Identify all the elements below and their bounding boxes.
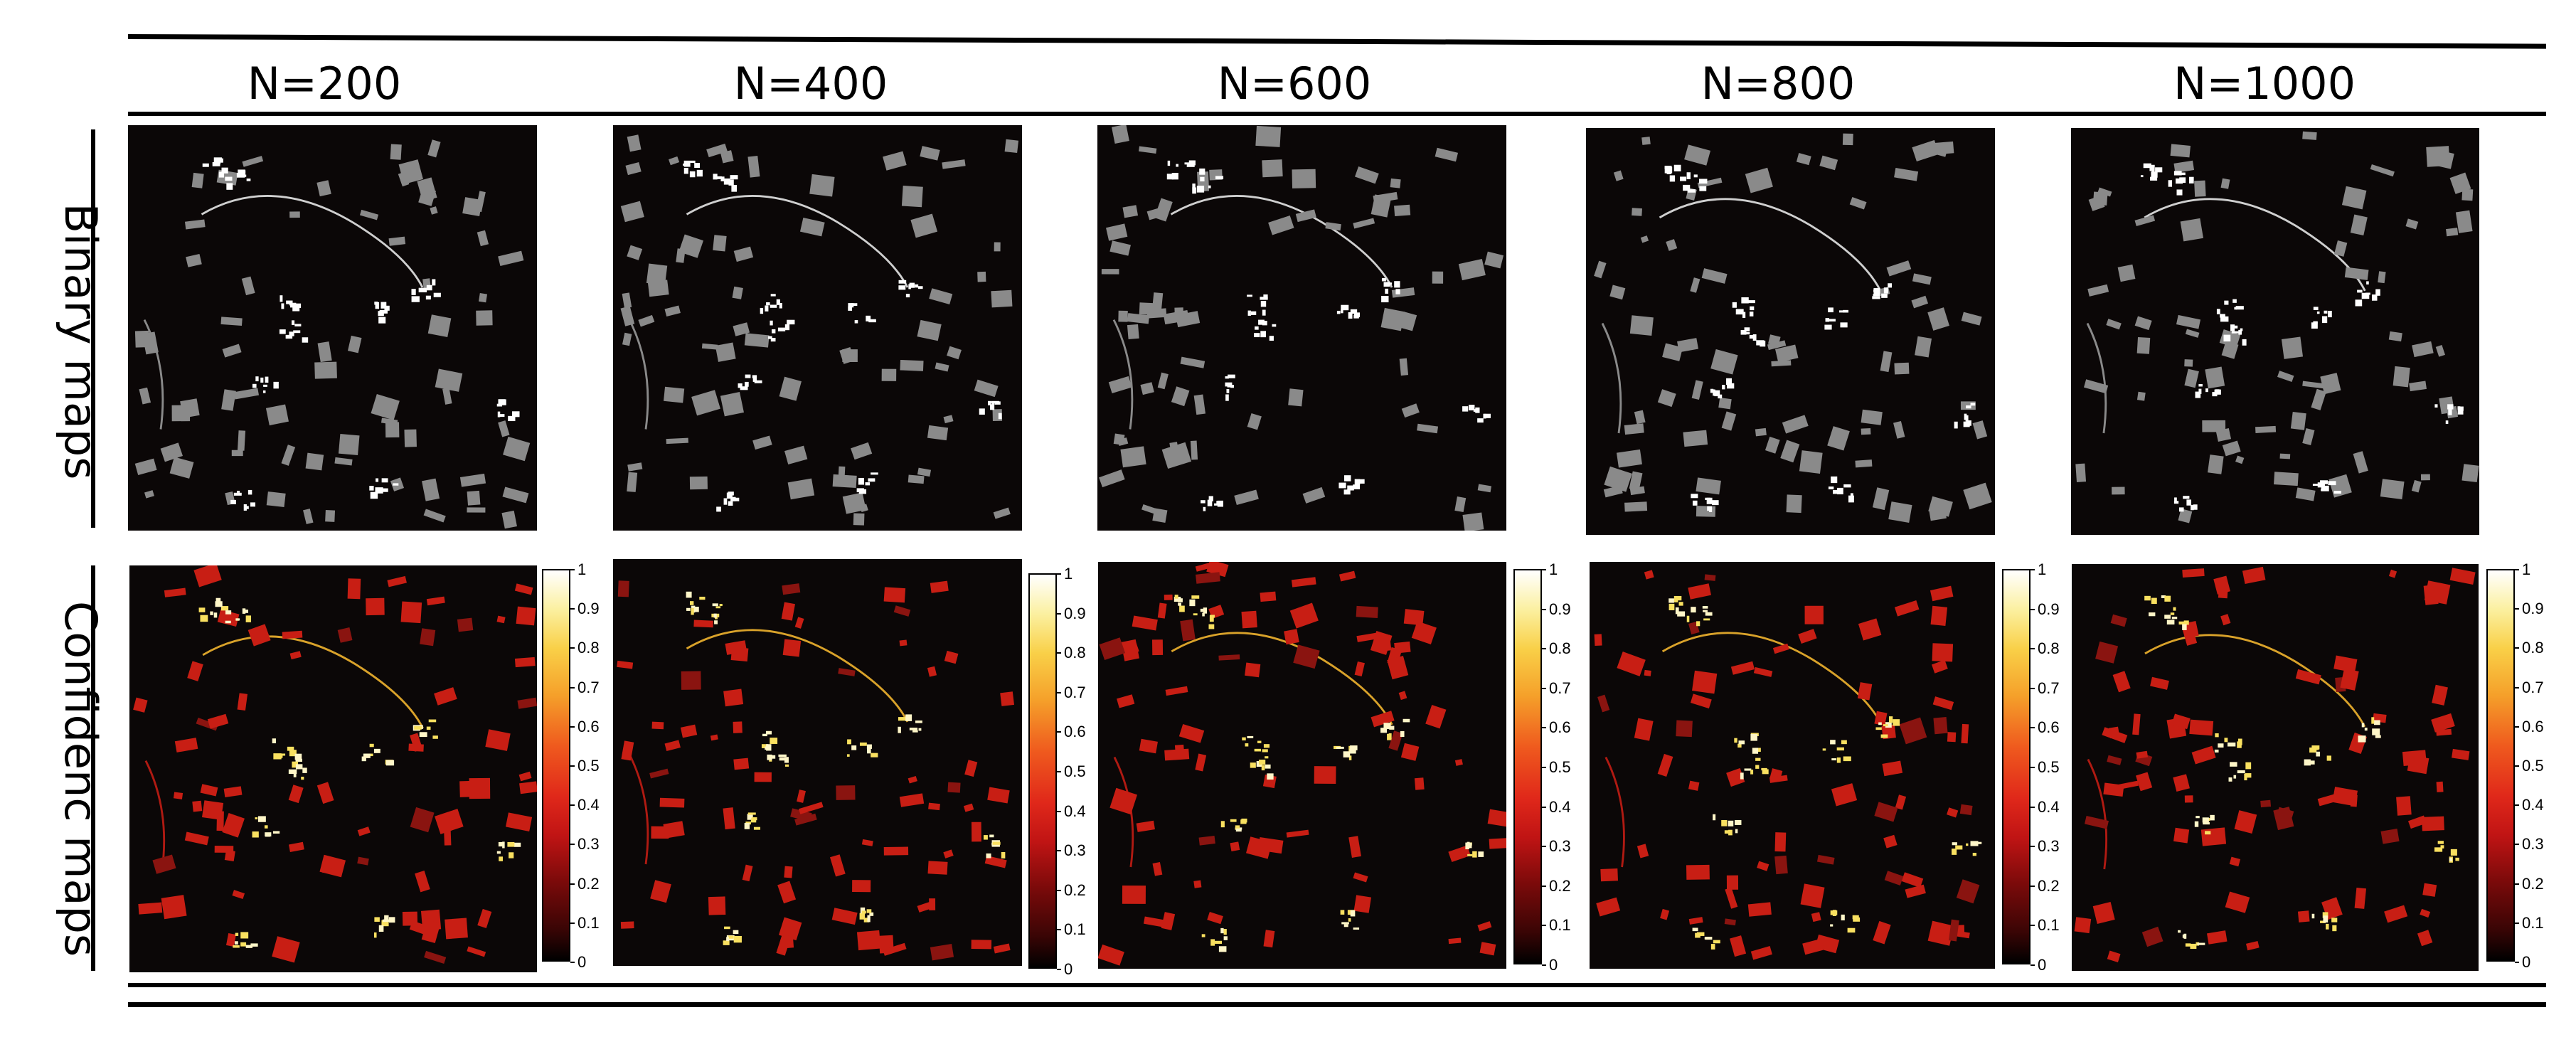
colorbar-tick-label: 0.8 [2031,639,2060,658]
confidence-map-n1000 [2072,564,2479,971]
colorbar-tick-label: 0.6 [1542,718,1571,737]
colorbar-tick-label: 0.8 [2515,639,2544,657]
colorbar-tick-label: 0.1 [1057,920,1086,939]
binary-map-n1000-image [2075,131,2479,523]
binary-map-n600-image [1099,125,1504,531]
row-divider-confidence [91,565,95,971]
colorbar-tick-label: 0.7 [1542,679,1571,697]
colorbar-tick-label: 0.3 [2031,837,2060,856]
colorbar-tick-label: 0.5 [2031,758,2060,776]
colorbar-tick-label: 0.6 [570,717,600,735]
colorbar-tick-label: 0.8 [1542,639,1571,658]
colorbar-tick-label: 1 [570,560,587,578]
colorbar-tick-label: 0.4 [2515,796,2544,814]
colorbar-ticks-n600: 1 0.9 0.8 0.7 0.6 0.5 0.4 0.3 0.2 0.1 0 [1541,560,1592,973]
top-rule-1 [127,34,2546,49]
colorbar-tick-label: 0.1 [2515,913,2544,932]
colorbar-tick-label: 1 [2030,560,2047,578]
colorbar-n1000 [2486,569,2515,962]
row-label-confidence: Confidenc maps [55,601,107,957]
colorbar-tick-label: 0.5 [1057,762,1086,780]
binary-map-n200-image [134,139,531,529]
colorbar-tick-label: 0.5 [1542,758,1571,776]
colorbar-tick-label: 1 [1056,565,1073,583]
colorbar-tick-label: 0.2 [570,874,600,893]
colorbar-tick-label: 0.9 [570,600,600,618]
confidence-map-n1000-image [2074,566,2476,962]
colorbar-tick-label: 0.7 [2515,678,2544,696]
confidence-map-n800-image [1594,570,1982,960]
colorbar-tick-label: 0.6 [2031,718,2060,737]
colorbar-tick-label: 0.3 [2515,835,2544,854]
colorbar-tick-label: 0.5 [2515,757,2544,775]
top-rule-2 [128,112,2546,116]
colorbar-n600 [1513,569,1542,964]
confidence-map-n200-image [133,565,537,964]
column-header-4: N=800 [1701,58,1856,110]
colorbar-ticks-n400: 1 0.9 0.8 0.7 0.6 0.5 0.4 0.3 0.2 0.1 0 [1056,565,1107,977]
confidence-map-n600-image [1098,562,1506,966]
colorbar-ticks-n800: 1 0.9 0.8 0.7 0.6 0.5 0.4 0.3 0.2 0.1 0 [2030,560,2080,973]
colorbar-tick-label: 0.4 [570,796,600,814]
binary-map-n600 [1097,125,1506,531]
binary-map-n1000 [2071,128,2479,535]
row-divider-binary [91,129,95,528]
colorbar-tick-label: 0.7 [1057,683,1086,701]
binary-map-n400-image [620,134,1019,526]
colorbar-tick-label: 0 [1541,956,1558,974]
colorbar-tick-label: 0.2 [2031,876,2060,895]
colorbar-n200 [542,569,570,962]
binary-map-n800 [1586,128,1995,535]
colorbar-tick-label: 0.8 [1057,644,1086,662]
confidence-map-n800 [1590,562,1995,969]
colorbar-tick-label: 0 [2514,953,2531,971]
colorbar-tick-label: 0.1 [2031,916,2060,935]
colorbar-ticks-n1000: 1 0.9 0.8 0.7 0.6 0.5 0.4 0.3 0.2 0.1 0 [2514,560,2565,970]
colorbar-tick-label: 0.1 [570,913,600,932]
colorbar-tick-label: 0 [1056,960,1073,978]
colorbar-tick-label: 0.2 [1542,876,1571,895]
colorbar-tick-label: 0.3 [1542,837,1571,856]
confidence-map-n400 [613,559,1022,966]
row-label-binary: Binary maps [55,203,107,480]
colorbar-tick-label: 0.9 [1542,600,1571,618]
binary-map-n200 [128,125,537,531]
colorbar-tick-label: 0.6 [2515,717,2544,735]
colorbar-tick-label: 0.9 [2031,600,2060,618]
column-header-1: N=200 [247,58,402,110]
column-header-3: N=600 [1217,58,1372,110]
colorbar-tick-label: 0.3 [570,835,600,854]
colorbar-tick-label: 0.2 [1057,881,1086,899]
colorbar-tick-label: 0.2 [2515,874,2544,893]
colorbar-tick-label: 1 [1541,560,1558,578]
colorbar-tick-label: 0.4 [1542,797,1571,816]
colorbar-tick-label: 0.9 [1057,604,1086,622]
confidence-map-n200 [129,565,537,972]
colorbar-tick-label: 0.4 [2031,797,2060,816]
bottom-rule-2 [128,1002,2546,1007]
binary-map-n800-image [1594,133,1992,523]
confidence-map-n600 [1098,562,1506,969]
colorbar-tick-label: 0.7 [2031,679,2060,697]
confidence-map-n400-image [617,580,1014,961]
column-header-2: N=400 [733,58,888,110]
column-header-5: N=1000 [2173,58,2356,110]
colorbar-tick-label: 0.5 [570,757,600,775]
colorbar-tick-label: 0 [2030,956,2047,974]
colorbar-ticks-n200: 1 0.9 0.8 0.7 0.6 0.5 0.4 0.3 0.2 0.1 0 [570,560,620,970]
colorbar-tick-label: 0.3 [1057,841,1086,860]
colorbar-tick-label: 0.9 [2515,600,2544,618]
bottom-rule-1 [128,983,2546,987]
colorbar-n400 [1028,573,1057,969]
binary-map-n400 [613,125,1022,531]
colorbar-n800 [2002,569,2031,964]
colorbar-tick-label: 0.6 [1057,723,1086,741]
colorbar-tick-label: 0.4 [1057,802,1086,820]
colorbar-tick-label: 0 [570,953,587,971]
colorbar-tick-label: 0.7 [570,678,600,696]
colorbar-tick-label: 0.1 [1542,916,1571,935]
colorbar-tick-label: 1 [2514,560,2531,578]
colorbar-tick-label: 0.8 [570,639,600,657]
